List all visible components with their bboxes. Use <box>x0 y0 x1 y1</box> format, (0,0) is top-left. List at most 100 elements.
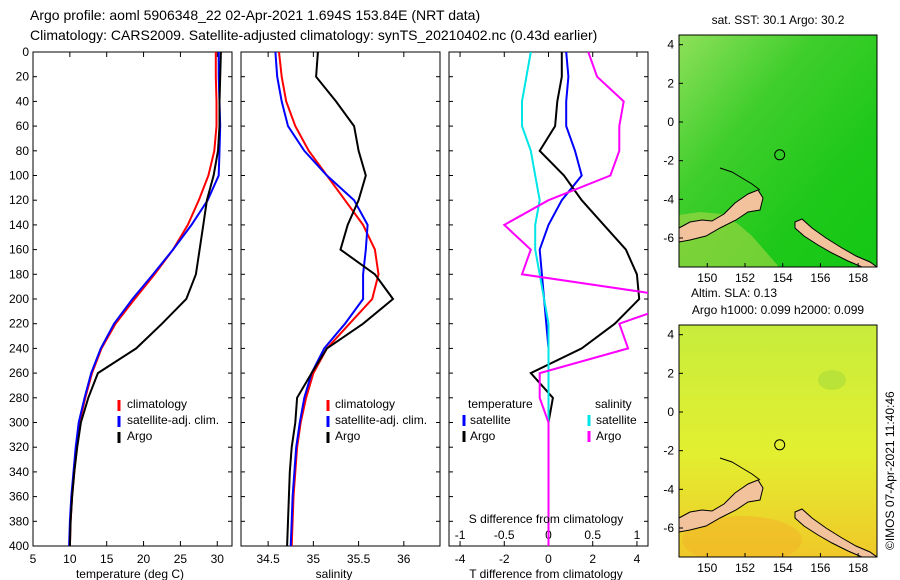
sla-map-frame <box>678 324 878 558</box>
diff-legend-s-satellite-label: satellite <box>596 413 637 427</box>
lat-tick-label: 0 <box>667 115 674 129</box>
depth-tick-label: 320 <box>9 440 29 454</box>
depth-tick-label: 60 <box>16 119 30 133</box>
x-tick-label: 2 <box>589 552 596 566</box>
lon-tick-label: 156 <box>810 271 830 285</box>
legend-satellite-label: satellite-adj. clim. <box>127 413 219 427</box>
x-tick-label: 34.5 <box>256 552 280 566</box>
depth-tick-label: 360 <box>9 490 29 504</box>
sla-lat-axis: 4 2 0 -2 -4 -6 <box>663 328 683 535</box>
lon-tick-label: 154 <box>773 561 793 575</box>
legend-argo-label: Argo <box>127 429 153 443</box>
lat-tick-label: 4 <box>667 328 674 342</box>
sal-legend-argo-label: Argo <box>335 429 361 443</box>
sla-map: Altim. SLA: 0.13 Argo h1000: 0.099 h2000… <box>663 286 878 575</box>
header-line1: Argo profile: aoml 5906348_22 02-Apr-202… <box>30 7 480 23</box>
lon-tick-label: 158 <box>848 271 868 285</box>
depth-tick-label: 20 <box>16 70 30 84</box>
diff-legend-salinity-title: salinity <box>595 397 632 411</box>
x-tick-label: -2 <box>499 552 510 566</box>
lon-tick-label: 152 <box>735 271 755 285</box>
sst-lat-axis: 4 2 0 -2 -4 -6 <box>663 38 683 245</box>
depth-tick-label: 260 <box>9 366 29 380</box>
sla-low-patch <box>818 370 846 390</box>
sal-legend-climatology-label: climatology <box>335 397 395 411</box>
lon-tick-label: 158 <box>848 561 868 575</box>
temperature-series <box>68 52 222 546</box>
difference-s-xlabel: S difference from climatology <box>469 512 624 526</box>
sst-land-newguinea <box>679 189 764 243</box>
diff-legend-t-argo-label: Argo <box>470 429 496 443</box>
x-tick-label: 4 <box>634 552 641 566</box>
depth-tick-label: 100 <box>9 169 29 183</box>
salinity-series <box>274 52 395 546</box>
series-line-argo <box>68 52 222 546</box>
series-line-argo <box>286 52 395 546</box>
sla-high-patch <box>682 516 802 557</box>
sst-lon-axis: 150 152 154 156 158 <box>697 263 868 285</box>
sst-coast-islands <box>719 167 761 191</box>
lon-tick-label: 150 <box>697 271 717 285</box>
lat-tick-label: -6 <box>663 521 674 535</box>
depth-tick-label: 400 <box>9 539 29 553</box>
x-tick-label: 5 <box>30 552 37 566</box>
diff-legend-s-argo-label: Argo <box>596 429 622 443</box>
depth-tick-label: 120 <box>9 193 29 207</box>
lat-tick-label: -2 <box>663 154 674 168</box>
series-line-satellite-adj-clim- <box>274 52 369 546</box>
lat-tick-label: -4 <box>663 192 674 206</box>
salinity-xlabel: salinity <box>316 567 353 580</box>
lat-tick-label: 2 <box>667 76 674 90</box>
sla-land-newireland <box>794 508 877 557</box>
s-tick-label: -0.5 <box>494 528 515 542</box>
depth-tick-label: 160 <box>9 243 29 257</box>
depth-tick-label: 180 <box>9 267 29 281</box>
s-tick-label: 1 <box>634 528 641 542</box>
depth-tick-label: 380 <box>9 514 29 528</box>
lon-tick-label: 154 <box>773 271 793 285</box>
temperature-xlabel: temperature (deg C) <box>76 567 184 580</box>
header-line2: Climatology: CARS2009. Satellite-adjuste… <box>30 27 597 43</box>
difference-series <box>502 52 648 546</box>
difference-xlabel: T difference from climatology <box>469 567 623 580</box>
x-tick-label: 30 <box>211 552 225 566</box>
salinity-panel: 34.5 35 35.5 36 salinity climatology satell… <box>240 51 441 580</box>
salinity-legend: climatology satellite-adj. clim. Argo <box>326 397 427 443</box>
x-tick-label: 10 <box>63 552 77 566</box>
sla-map-title: Altim. SLA: 0.13 <box>691 286 777 300</box>
x-tick-label: 35.5 <box>347 552 371 566</box>
depth-tick-label: 340 <box>9 465 29 479</box>
depth-tick-label: 220 <box>9 317 29 331</box>
depth-tick-label: 200 <box>9 292 29 306</box>
depth-tick-label: 140 <box>9 218 29 232</box>
depth-tick-label: 80 <box>16 144 30 158</box>
depth-axis: 0 20 40 60 80 100 120 140 160 180 200 220 240 260 280 3… <box>9 45 232 553</box>
x-tick-label: 25 <box>174 552 188 566</box>
lon-tick-label: 152 <box>735 561 755 575</box>
temperature-legend: climatology satellite-adj. clim. Argo <box>117 397 219 443</box>
depth-tick-label: 280 <box>9 391 29 405</box>
s-tick-label: 0.5 <box>584 528 601 542</box>
lat-tick-label: 0 <box>667 405 674 419</box>
sal-legend-satellite-label: satellite-adj. clim. <box>335 413 427 427</box>
sla-lon-axis: 150 152 154 156 158 <box>697 553 868 575</box>
lon-tick-label: 150 <box>697 561 717 575</box>
lon-tick-label: 156 <box>810 561 830 575</box>
salinity-x-axis: 34.5 35 35.5 36 <box>256 52 411 566</box>
x-tick-label: 36 <box>397 552 411 566</box>
sst-argo-marker <box>774 149 786 161</box>
difference-panel: -4 -2 0 2 4 -1 -0.5 0 0.5 1 T difference from cl… <box>448 51 649 580</box>
salinity-depth-ticks <box>241 51 440 547</box>
sst-map: sat. SST: 30.1 Argo: 30.2 150 152 154 156 15… <box>663 13 878 285</box>
lat-tick-label: -6 <box>663 231 674 245</box>
lat-tick-label: -4 <box>663 482 674 496</box>
s-tick-label: -1 <box>455 528 466 542</box>
lat-tick-label: -2 <box>663 444 674 458</box>
x-tick-label: 15 <box>100 552 114 566</box>
difference-depth-ticks <box>449 51 648 547</box>
depth-tick-label: 0 <box>22 45 29 59</box>
series-line-s-argo <box>502 52 648 546</box>
sst-map-frame <box>678 34 878 268</box>
x-tick-label: 0 <box>545 552 552 566</box>
